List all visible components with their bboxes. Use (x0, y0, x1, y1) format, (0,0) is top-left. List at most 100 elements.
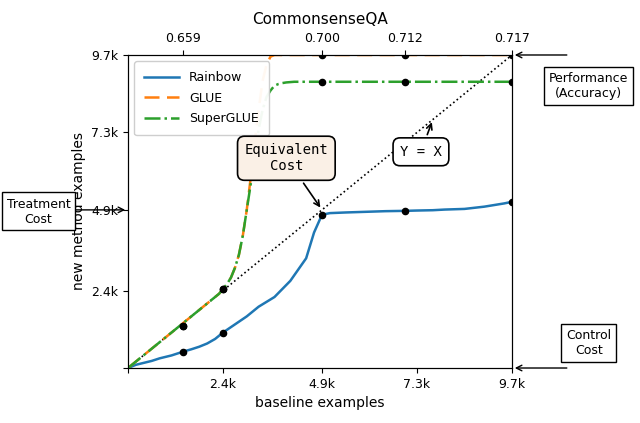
SuperGLUE (152, 343, 159, 348)
Rainbow (211, 336, 219, 341)
SuperGLUE (219, 286, 227, 291)
GLUE (215, 291, 223, 297)
Point (317, 52, 327, 58)
Rainbow (302, 256, 310, 261)
GLUE (275, 52, 282, 58)
SuperGLUE (168, 330, 175, 335)
Point (400, 52, 410, 58)
Point (507, 78, 517, 85)
GLUE (231, 266, 239, 271)
Rainbow (255, 304, 262, 309)
GLUE (227, 275, 235, 280)
Rainbow (148, 358, 156, 363)
Point (218, 286, 228, 292)
GLUE (310, 52, 318, 58)
SuperGLUE (239, 233, 246, 238)
Text: Treatment
Cost: Treatment Cost (6, 198, 70, 225)
SuperGLUE (144, 349, 152, 354)
GLUE (294, 52, 302, 58)
Rainbow (326, 211, 333, 216)
SuperGLUE (508, 79, 516, 84)
Text: Equivalent
Cost: Equivalent Cost (244, 143, 328, 206)
Rainbow (362, 209, 369, 214)
Point (400, 207, 410, 214)
GLUE (160, 336, 168, 341)
Y-axis label: new method examples: new method examples (72, 132, 86, 291)
GLUE (128, 362, 136, 367)
Point (179, 323, 189, 330)
GLUE (251, 140, 259, 145)
SuperGLUE (223, 282, 231, 287)
SuperGLUE (481, 79, 488, 84)
SuperGLUE (318, 79, 326, 84)
GLUE (144, 349, 152, 354)
Line: GLUE: GLUE (128, 55, 512, 368)
Rainbow (172, 352, 179, 357)
GLUE (243, 207, 251, 212)
GLUE (247, 175, 255, 180)
SuperGLUE (160, 336, 168, 341)
Text: Performance
(Accuracy): Performance (Accuracy) (549, 72, 628, 100)
Point (218, 329, 228, 336)
Rainbow (310, 230, 318, 235)
GLUE (262, 62, 270, 67)
Point (317, 212, 327, 218)
SuperGLUE (302, 79, 310, 84)
GLUE (175, 324, 183, 329)
GLUE (207, 298, 215, 303)
Text: Y = X: Y = X (400, 124, 442, 159)
SuperGLUE (136, 356, 144, 361)
Rainbow (219, 330, 227, 335)
SuperGLUE (310, 79, 318, 84)
Point (400, 78, 410, 85)
SuperGLUE (207, 298, 215, 303)
Rainbow (401, 208, 409, 213)
GLUE (235, 253, 243, 258)
SuperGLUE (251, 152, 259, 157)
GLUE (271, 52, 278, 58)
X-axis label: baseline examples: baseline examples (255, 396, 385, 410)
Rainbow (429, 208, 436, 213)
Rainbow (195, 344, 203, 349)
GLUE (239, 233, 246, 238)
GLUE (278, 52, 286, 58)
Line: SuperGLUE: SuperGLUE (128, 82, 512, 368)
Rainbow (168, 353, 175, 358)
Rainbow (140, 360, 148, 365)
Rainbow (508, 199, 516, 204)
GLUE (152, 343, 159, 348)
Point (507, 198, 517, 205)
GLUE (124, 365, 132, 371)
X-axis label: CommonsenseQA: CommonsenseQA (252, 12, 388, 27)
Legend: Rainbow, GLUE, SuperGLUE: Rainbow, GLUE, SuperGLUE (134, 61, 269, 135)
Rainbow (500, 201, 508, 206)
SuperGLUE (267, 88, 275, 93)
GLUE (282, 52, 290, 58)
Line: Rainbow: Rainbow (128, 202, 512, 368)
GLUE (200, 304, 207, 309)
Rainbow (188, 347, 195, 352)
SuperGLUE (231, 266, 239, 271)
Rainbow (124, 365, 132, 371)
SuperGLUE (259, 107, 266, 113)
SuperGLUE (282, 80, 290, 85)
Rainbow (156, 356, 163, 361)
Rainbow (164, 354, 172, 359)
SuperGLUE (243, 207, 251, 212)
SuperGLUE (215, 291, 223, 297)
Rainbow (287, 278, 294, 283)
SuperGLUE (262, 94, 270, 99)
SuperGLUE (124, 365, 132, 371)
Rainbow (271, 294, 278, 299)
SuperGLUE (255, 126, 262, 132)
GLUE (508, 52, 516, 58)
Rainbow (132, 362, 140, 367)
Text: Control
Cost: Control Cost (566, 329, 611, 357)
Rainbow (342, 210, 349, 215)
Rainbow (152, 357, 159, 362)
Rainbow (128, 364, 136, 369)
Point (317, 78, 327, 85)
GLUE (318, 52, 326, 58)
Point (179, 323, 189, 330)
SuperGLUE (294, 79, 302, 84)
